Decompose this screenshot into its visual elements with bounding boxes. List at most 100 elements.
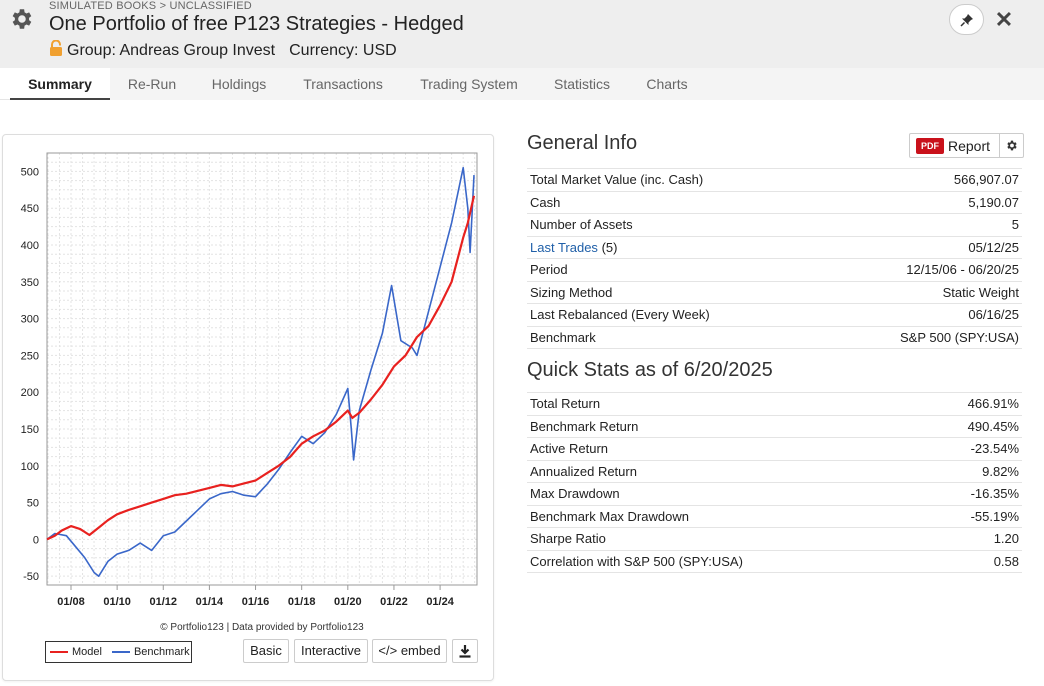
table-row: Sizing Method Static Weight — [527, 280, 1022, 304]
y-tick-label: 500 — [21, 166, 39, 178]
row-value: 5 — [822, 213, 1022, 236]
row-value: Static Weight — [822, 280, 1022, 304]
row-label-cell: Last Trades (5) — [527, 235, 823, 259]
x-tick-label: 01/12 — [150, 596, 178, 608]
row-value: -23.54% — [919, 437, 1022, 460]
row-value: 12/15/06 - 06/20/25 — [822, 258, 1022, 281]
header: SIMULATED BOOKS > UNCLASSIFIED One Portf… — [0, 0, 1044, 68]
row-value: 5,190.07 — [822, 190, 1022, 214]
report-settings-button[interactable] — [999, 134, 1023, 157]
table-row: Cash 5,190.07 — [527, 190, 1022, 214]
row-label: Max Drawdown — [527, 482, 920, 505]
legend-label-model: Model — [72, 646, 102, 658]
legend-item-model[interactable]: Model — [50, 646, 102, 658]
y-tick-label: 200 — [21, 387, 39, 399]
row-label: Correlation with S&P 500 (SPY:USA) — [527, 549, 920, 573]
pdf-icon: PDF — [916, 137, 944, 154]
breadcrumb: SIMULATED BOOKS > UNCLASSIFIED — [49, 0, 252, 12]
model-series-line — [46, 195, 476, 541]
page-title: One Portfolio of free P123 Strategies - … — [49, 13, 464, 35]
table-row: Last Rebalanced (Every Week) 06/16/25 — [527, 303, 1022, 326]
table-row: Period 12/15/06 - 06/20/25 — [527, 258, 1022, 281]
row-value: S&P 500 (SPY:USA) — [822, 325, 1022, 349]
legend-item-benchmark[interactable]: Benchmark — [111, 646, 190, 658]
row-value: 466.91% — [919, 392, 1022, 415]
y-tick-label: 350 — [21, 277, 39, 289]
download-icon — [459, 645, 471, 658]
pin-button[interactable] — [949, 4, 984, 35]
x-tick-label: 01/10 — [103, 596, 131, 608]
x-tick-label: 01/24 — [426, 596, 454, 608]
tab-transactions[interactable]: Transactions — [303, 76, 383, 92]
plot-area-border — [46, 152, 478, 586]
tab-holdings[interactable]: Holdings — [211, 76, 267, 92]
table-row: Annualized Return 9.82% — [527, 459, 1022, 483]
table-row: Benchmark Max Drawdown -55.19% — [527, 504, 1022, 528]
row-value: 490.45% — [919, 414, 1022, 438]
close-icon[interactable]: ✕ — [994, 7, 1014, 32]
quick-stats-table: Total Return 466.91% Benchmark Return 490.… — [527, 392, 1022, 573]
legend-label-benchmark: Benchmark — [133, 646, 190, 658]
table-row: Sharpe Ratio 1.20 — [527, 527, 1022, 550]
row-label: Number of Assets — [527, 213, 823, 236]
x-tick-label: 01/16 — [242, 596, 270, 608]
x-tick-label: 01/22 — [380, 596, 408, 608]
last-trades-date-link[interactable]: 05/12/25 — [822, 235, 1022, 259]
table-row: Number of Assets 5 — [527, 213, 1022, 236]
row-label: Total Market Value (inc. Cash) — [527, 168, 823, 191]
y-tick-label: 300 — [21, 314, 39, 326]
x-tick-label: 01/08 — [57, 596, 85, 608]
tab-bar: Summary Re-Run Holdings Transactions Tra… — [0, 68, 1044, 100]
tab-summary[interactable]: Summary — [10, 68, 110, 100]
general-info-table: Total Market Value (inc. Cash) 566,907.07… — [527, 168, 1022, 349]
row-label: Active Return — [527, 437, 920, 460]
y-tick-label: 50 — [27, 498, 39, 510]
interactive-button[interactable]: Interactive — [294, 639, 368, 663]
row-value: 9.82% — [919, 459, 1022, 483]
row-label: Benchmark Max Drawdown — [527, 504, 920, 528]
benchmark-series-line — [46, 166, 475, 577]
row-value: 1.20 — [919, 527, 1022, 550]
row-label: Sharpe Ratio — [527, 527, 920, 550]
chart-legend[interactable]: Model Benchmark — [45, 641, 192, 663]
y-tick-label: 450 — [21, 203, 39, 215]
currency-label: Currency: USD — [289, 42, 397, 59]
report-button[interactable]: PDF Report — [909, 133, 1024, 158]
report-label: Report — [948, 137, 991, 154]
row-value: -16.35% — [919, 482, 1022, 505]
pin-icon — [959, 13, 973, 27]
y-tick-label: 250 — [21, 350, 39, 362]
last-trades-link[interactable]: Last Trades — [530, 239, 598, 255]
basic-button[interactable]: Basic — [243, 639, 289, 663]
general-info-title: General Info — [527, 132, 638, 154]
table-row: Total Market Value (inc. Cash) 566,907.07 — [527, 168, 1022, 191]
download-button[interactable] — [452, 639, 478, 663]
x-tick-label: 01/20 — [334, 596, 362, 608]
y-tick-label: 0 — [33, 534, 39, 546]
group-label: Group: Andreas Group Invest — [67, 42, 276, 59]
row-label: Sizing Method — [527, 280, 823, 304]
tab-trading-system[interactable]: Trading System — [420, 76, 518, 92]
row-value: -55.19% — [919, 504, 1022, 528]
settings-gear-icon[interactable] — [8, 6, 34, 32]
row-label: Total Return — [527, 392, 920, 415]
tab-re-run[interactable]: Re-Run — [127, 76, 177, 92]
y-tick-label: 100 — [21, 461, 39, 473]
table-row: Benchmark S&P 500 (SPY:USA) — [527, 325, 1022, 349]
tab-statistics[interactable]: Statistics — [553, 76, 610, 92]
y-tick-label: 150 — [21, 424, 39, 436]
row-label: Benchmark — [527, 325, 823, 349]
table-row: Total Return 466.91% — [527, 392, 1022, 415]
tab-charts[interactable]: Charts — [646, 76, 688, 92]
row-label: Annualized Return — [527, 459, 920, 483]
chart-credit: © Portfolio123 | Data provided by Portfo… — [160, 622, 364, 633]
table-row: Benchmark Return 490.45% — [527, 414, 1022, 438]
x-tick-label: 01/18 — [288, 596, 316, 608]
embed-button[interactable]: </> embed — [372, 639, 447, 663]
y-tick-label: 400 — [21, 240, 39, 252]
gear-icon — [1007, 140, 1017, 151]
table-row: Last Trades (5) 05/12/25 — [527, 235, 1022, 259]
row-value: 0.58 — [919, 549, 1022, 573]
table-row: Active Return -23.54% — [527, 437, 1022, 460]
